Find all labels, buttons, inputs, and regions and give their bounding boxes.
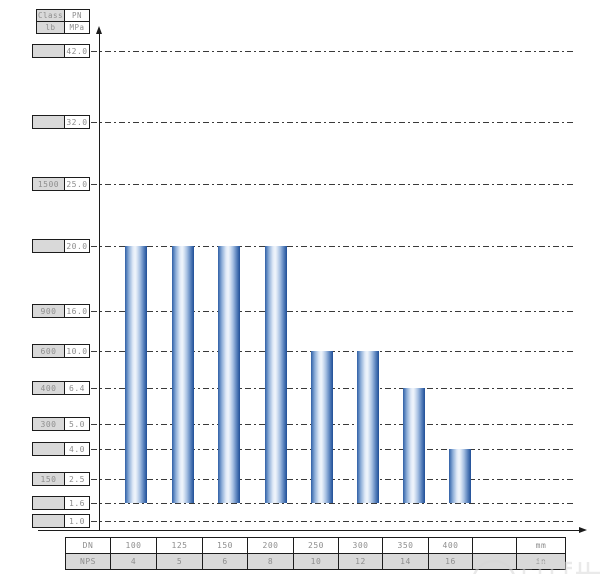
gridline-pn-16.0 [91,311,575,312]
gridline-pn-2.5 [91,479,575,480]
x-axis-arrow-icon [579,526,587,533]
dn-row: DN 100 125 150 200 250 300 350 400 mm [65,537,566,554]
dn-cell-150: 150 [202,537,248,554]
y-tick-label-pair: 20.0 [32,239,90,253]
y-axis-line [98,32,100,531]
nps-cell-10: 10 [293,553,339,570]
pn-mpa-tick-label: 20.0 [64,239,90,253]
legend-lb-label: lb [36,21,65,34]
dn-cell-400: 400 [428,537,473,554]
class-lb-tick-label: 600 [32,344,65,358]
nps-cell-14: 14 [382,553,429,570]
dn-cell-125: 125 [156,537,203,554]
legend-mpa-label: MPa [64,21,90,34]
pn-mpa-tick-label: 6.4 [64,381,90,395]
y-tick-label-pair: 600 10.0 [32,344,90,358]
nps-cell-6: 6 [202,553,248,570]
pn-mpa-tick-label: 2.5 [64,472,90,486]
nps-row: NPS 4 5 6 8 10 12 14 16 in [65,553,566,570]
y-tick-label-pair: 400 6.4 [32,381,90,395]
pn-mpa-tick-label: 1.0 [64,514,90,528]
gridline-pn-1.0 [91,521,575,522]
y-tick-label-pair: 1.6 [32,496,90,510]
gridline-pn-32.0 [91,122,575,123]
bar-dn-400 [448,449,471,503]
legend-pn-label: PN [64,9,90,22]
legend-row: Class PN [36,9,90,22]
y-tick-label-pair: 42.0 [32,44,90,58]
gridline-pn-25.0 [91,184,575,185]
pn-mpa-tick-label: 25.0 [64,177,90,191]
gridline-pn-5.0 [91,424,575,425]
nps-cell-16: 16 [428,553,473,570]
gridline-pn-6.4 [91,388,575,389]
y-tick-label-pair: 32.0 [32,115,90,129]
gridline-pn-4.0 [91,449,575,450]
bar-dn-125 [171,246,194,503]
x-axis-size-table: DN 100 125 150 200 250 300 350 400 mm NPS 4 5 6 8 10 12 1… [65,537,566,570]
x-axis-line [38,529,581,531]
y-tick-label-pair: 1500 25.0 [32,177,90,191]
bar-dn-350 [402,388,425,503]
pn-mpa-tick-label: 1.6 [64,496,90,510]
dn-cell-250: 250 [293,537,339,554]
class-lb-tick-label [32,442,65,456]
nps-cell-8: 8 [247,553,294,570]
bar-dn-250 [311,351,333,503]
pn-mpa-tick-label: 10.0 [64,344,90,358]
watermark [473,559,600,574]
dn-cell-100: 100 [110,537,157,554]
class-lb-tick-label: 1500 [32,177,65,191]
y-tick-label-pair: 1.0 [32,514,90,528]
dn-cell-200: 200 [247,537,294,554]
class-lb-tick-label [32,239,65,253]
y-axis-legend-table: Class PN lb MPa [36,9,90,34]
y-axis-arrow-icon [95,26,102,34]
pn-mpa-tick-label: 4.0 [64,442,90,456]
legend-row: lb MPa [36,21,90,34]
class-lb-tick-label: 400 [32,381,65,395]
nps-cell-5: 5 [156,553,203,570]
pn-mpa-tick-label: 16.0 [64,304,90,318]
bar-dn-200 [264,246,287,503]
y-tick-label-pair: 4.0 [32,442,90,456]
pn-mpa-tick-label: 32.0 [64,115,90,129]
nps-cell-header: NPS [65,553,111,570]
y-tick-label-pair: 150 2.5 [32,472,90,486]
dn-cell-blank [472,537,517,554]
pn-mpa-tick-label: 5.0 [64,417,90,431]
gridline-pn-42.0 [91,51,575,52]
class-lb-tick-label [32,514,65,528]
class-lb-tick-label: 900 [32,304,65,318]
class-lb-tick-label: 150 [32,472,65,486]
y-tick-label-pair: 900 16.0 [32,304,90,318]
gridline-pn-10.0 [91,351,575,352]
nps-cell-4: 4 [110,553,157,570]
bar-dn-150 [218,246,240,503]
gridline-pn-20.0 [91,246,575,247]
dn-cell-350: 350 [382,537,429,554]
dn-cell-300: 300 [338,537,383,554]
class-lb-tick-label [32,44,65,58]
pn-mpa-tick-label: 42.0 [64,44,90,58]
bar-dn-300 [356,351,379,503]
class-lb-tick-label [32,496,65,510]
dn-cell-mm: mm [516,537,566,554]
y-tick-label-pair: 300 5.0 [32,417,90,431]
dn-cell-header: DN [65,537,111,554]
gridline-pn-1.6 [91,503,575,504]
class-lb-tick-label: 300 [32,417,65,431]
class-lb-tick-label [32,115,65,129]
nps-cell-12: 12 [338,553,383,570]
bar-dn-100 [124,246,147,503]
